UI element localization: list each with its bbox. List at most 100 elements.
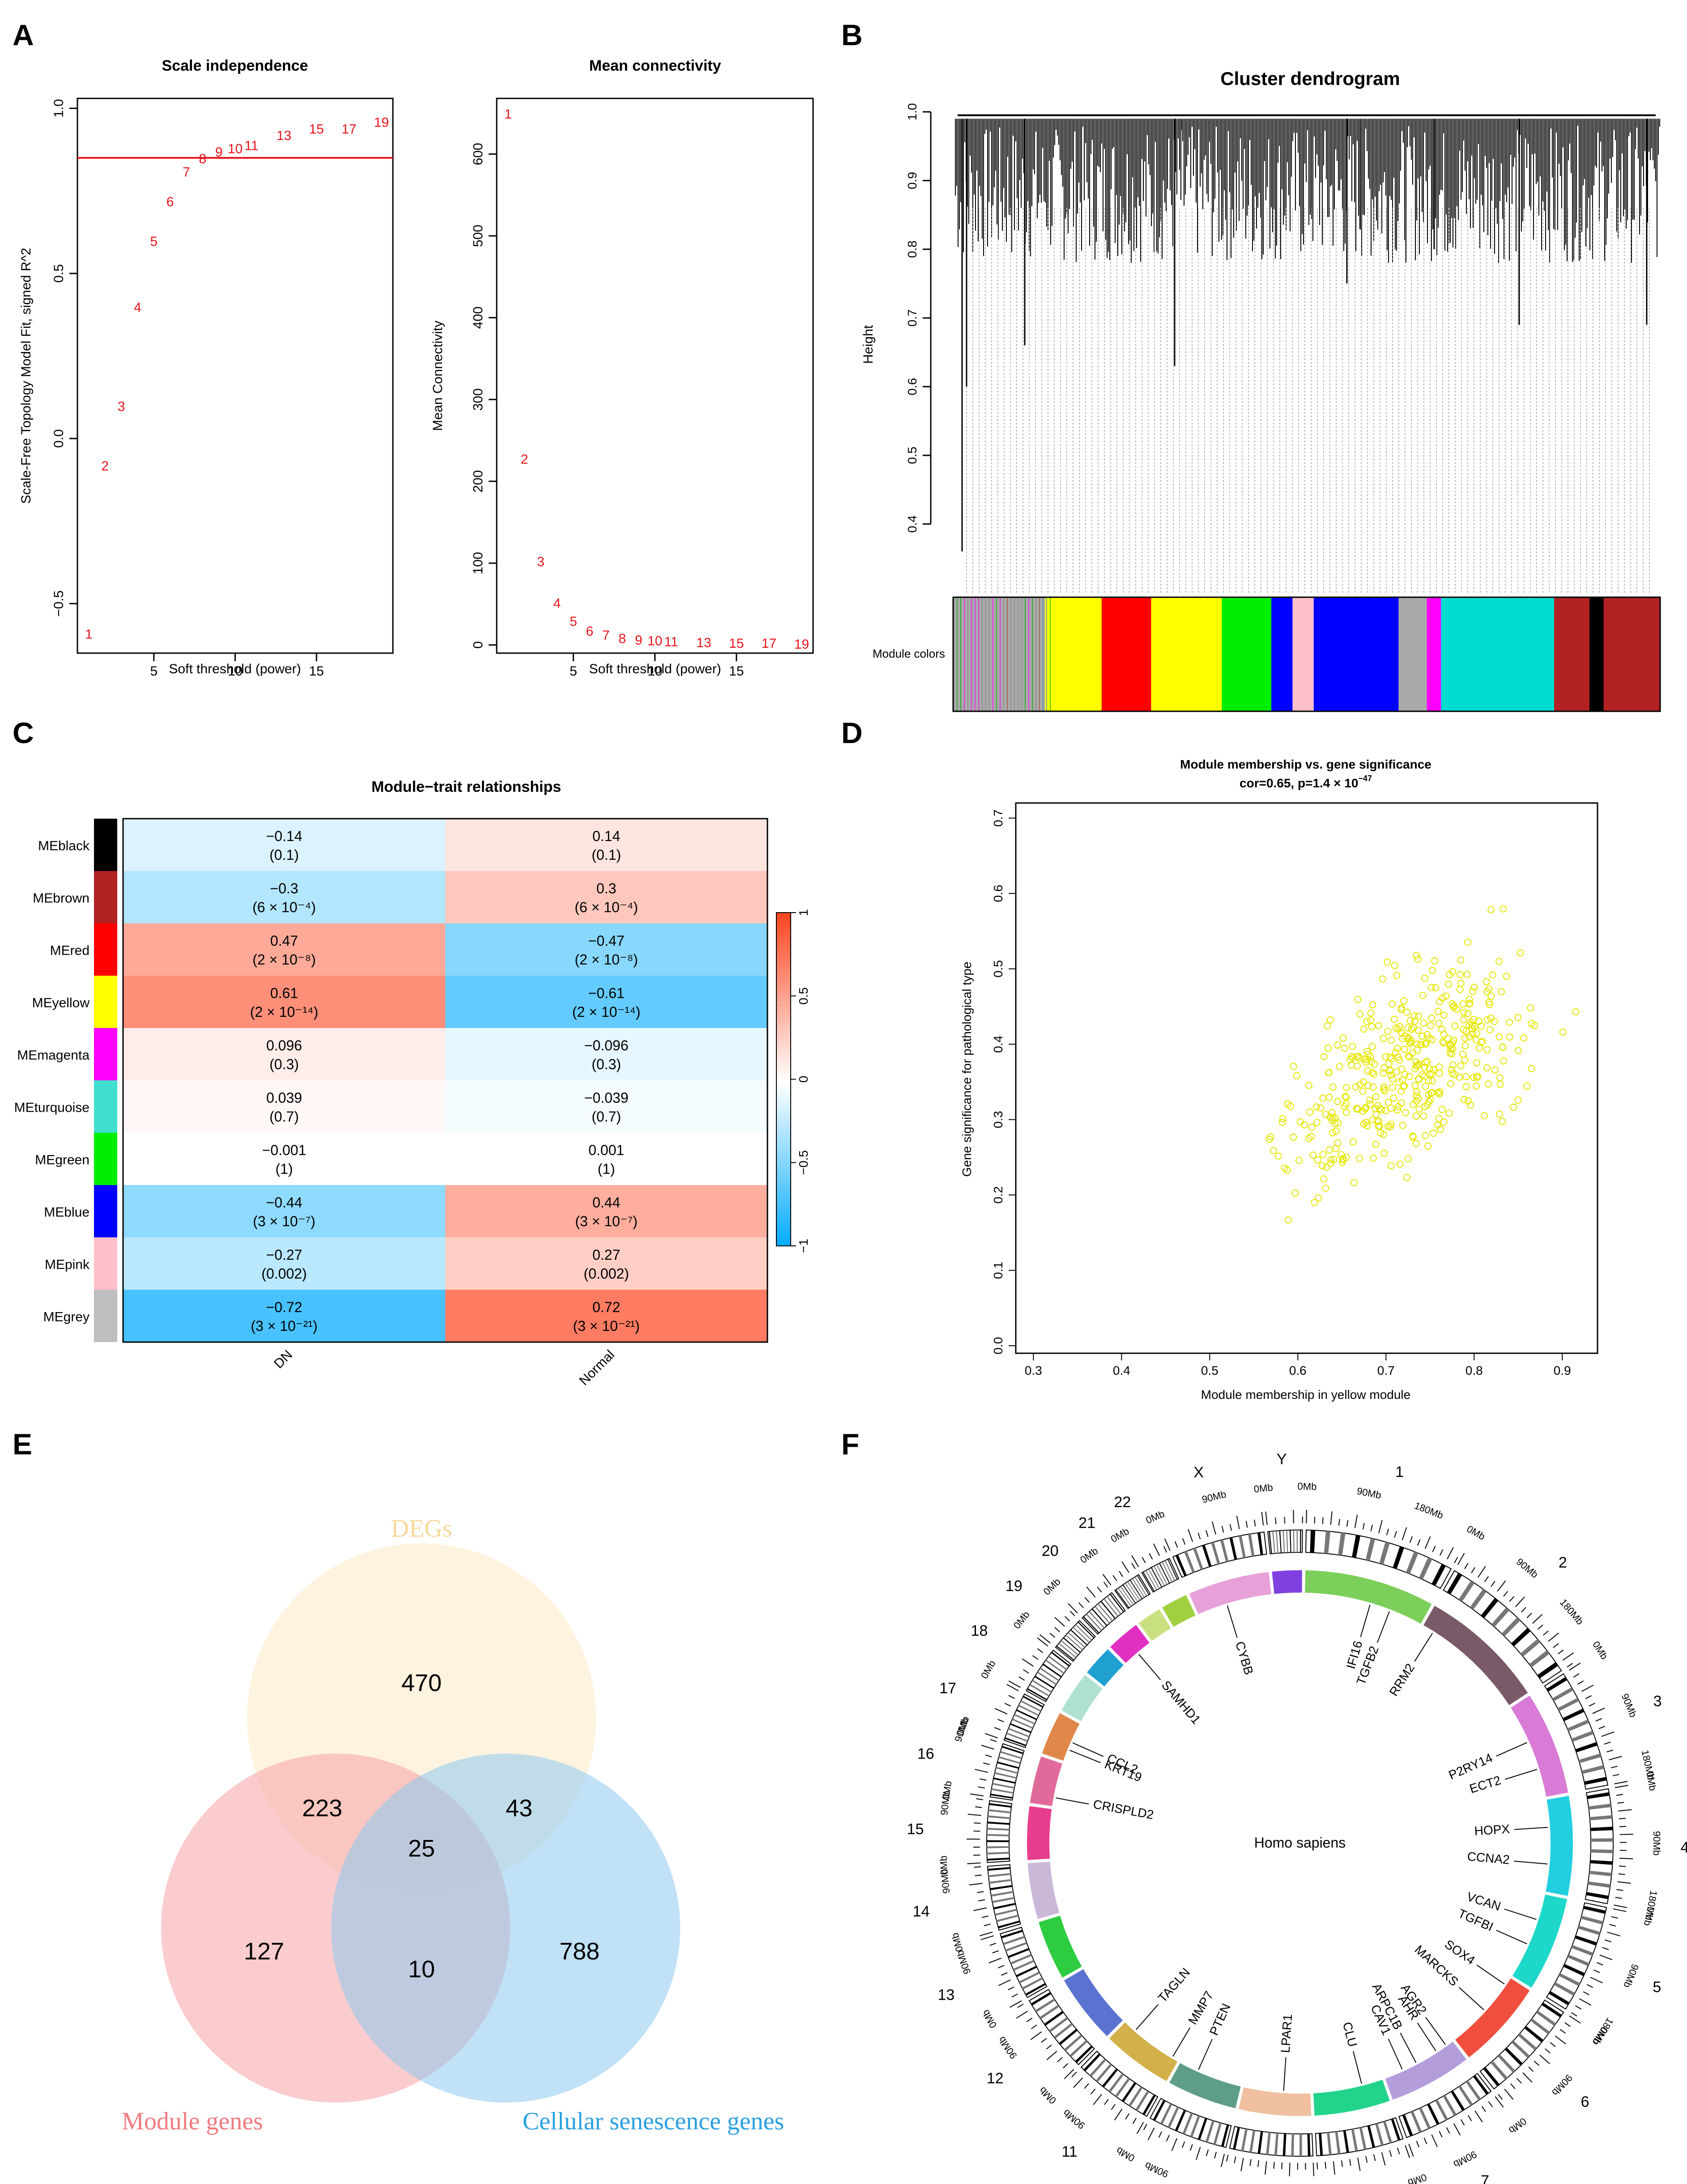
venn-label-senescence: Cellular senescence genes (523, 2108, 784, 2135)
cytoband (1279, 1530, 1282, 1553)
module-color-block (1427, 597, 1441, 711)
scatter-point (1410, 1012, 1418, 1020)
cytoband (1083, 2053, 1101, 2071)
chromosome-band (1546, 1796, 1573, 1896)
heatmap-cell (445, 871, 767, 923)
scatter-point (1451, 1022, 1459, 1030)
scatter-point (1523, 1082, 1531, 1090)
module-color-stripe (960, 597, 961, 711)
cytoband (1220, 1539, 1229, 1562)
y-tick-label: 500 (471, 225, 486, 247)
cytoband (998, 1920, 1020, 1929)
legend-gradient-step (776, 1046, 791, 1052)
y-tick-label: 0.8 (905, 241, 919, 258)
scatter-point (1457, 1062, 1465, 1070)
chromosome-band (1162, 1595, 1196, 1627)
y-tick-label: 0 (471, 641, 486, 649)
scatter-point (1406, 1053, 1414, 1061)
heatmap-cell-pvalue: (3 × 10⁻⁷) (253, 1213, 315, 1229)
cytoband (987, 1840, 1010, 1842)
legend-gradient-step (776, 1224, 791, 1230)
scatter-point (1323, 1164, 1330, 1171)
position-ticks (1265, 1510, 1303, 1525)
scatter-point (1399, 1035, 1406, 1042)
gene-label: CLU (1340, 2021, 1360, 2048)
scatter-point (1290, 1133, 1297, 1141)
position-label: 90Mb (1619, 1692, 1639, 1719)
scatter-point (1341, 1045, 1348, 1052)
scatter-point (1438, 1106, 1446, 1113)
legend-gradient-step (776, 918, 791, 924)
scatter-point (1515, 1047, 1522, 1054)
cytoband (1095, 2063, 1112, 2082)
module-row-label: MEblack (38, 839, 90, 854)
module-color-block (1554, 597, 1590, 711)
cytoband (1089, 2058, 1107, 2077)
scatter-point (1390, 1094, 1397, 1102)
chromosome-band (1138, 1609, 1171, 1641)
cytoband (988, 1873, 1011, 1878)
module-color-stripe (967, 597, 968, 711)
cytoband (1153, 2100, 1166, 2121)
cytoband (1586, 1892, 1609, 1899)
cytoband (1221, 2125, 1229, 2147)
cytoband (1233, 2127, 1240, 2150)
scatter-point (1349, 1043, 1356, 1050)
chromosome-label: 5 (1653, 1979, 1661, 1996)
chromosome-band (1455, 1978, 1530, 2057)
heatmap-cell-value: −0.44 (266, 1194, 302, 1211)
cytoband (1127, 1581, 1141, 1601)
scatter-point (1341, 1103, 1348, 1110)
legend-gradient-step (776, 1151, 791, 1158)
scatter-point (1336, 1063, 1343, 1071)
scatter-point (1327, 1156, 1335, 1164)
legend-gradient-step (776, 1057, 791, 1063)
legend-gradient-step (776, 979, 791, 986)
legend-gradient-step (776, 1107, 791, 1113)
cytoband (987, 1827, 1010, 1831)
cytoband (1109, 1593, 1125, 1612)
cytoband (1100, 1601, 1116, 1619)
scatter-point (1397, 1006, 1405, 1013)
scatter-point (1369, 1155, 1377, 1162)
cytoband (1299, 2133, 1302, 2156)
module-color-block (1045, 597, 1102, 711)
scatter-point (1367, 1016, 1375, 1024)
gene-label: HOPX (1474, 1822, 1510, 1838)
cytoband (1213, 2122, 1222, 2145)
module-colors-label: Module colors (873, 647, 945, 660)
legend-gradient-step (776, 1235, 791, 1241)
scatter-point (1435, 1115, 1443, 1122)
y-tick-label: 0.2 (991, 1186, 1005, 1204)
connectivity-point-label: 9 (635, 633, 643, 648)
heatmap-cell-pvalue: (6 × 10⁻⁴) (575, 899, 638, 915)
cytoband (1575, 1742, 1598, 1753)
scatter-point (1420, 1112, 1427, 1120)
cytoband (1282, 2133, 1287, 2156)
legend-gradient-step (776, 946, 791, 952)
heatmap-cell (445, 819, 767, 871)
heatmap-cell-pvalue: (0.002) (584, 1266, 629, 1282)
cytoband (1034, 1675, 1054, 1689)
heatmap-cell-value: −0.3 (270, 880, 298, 897)
scale-point-label: 13 (277, 128, 291, 143)
scatter-point (1466, 999, 1474, 1007)
cytoband (1578, 1753, 1601, 1763)
cytoband (1091, 1608, 1108, 1626)
scatter-point (1265, 1135, 1273, 1143)
cytoband (1044, 2011, 1064, 2026)
scatter-point (1500, 905, 1507, 913)
position-label: 90Mb (938, 1790, 952, 1816)
x-tick-label: 0.6 (1289, 1364, 1307, 1377)
scatter-point (1414, 1094, 1422, 1102)
scatter-point (1447, 1041, 1455, 1049)
scatter-point (1431, 957, 1439, 965)
cytoband (1175, 2110, 1186, 2132)
legend-gradient-step (776, 1212, 791, 1219)
cytoband (1164, 1560, 1175, 1581)
gene-connector (1198, 2039, 1213, 2070)
module-color-block (953, 597, 1045, 711)
cytoband (1584, 1776, 1607, 1785)
scatter-point (1305, 1082, 1312, 1089)
